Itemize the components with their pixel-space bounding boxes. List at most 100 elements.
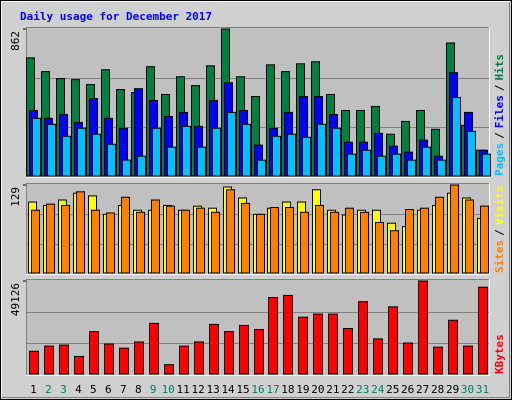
bar xyxy=(182,125,191,177)
bar xyxy=(149,322,159,375)
x-tick-label: 7 xyxy=(120,383,127,396)
bar xyxy=(77,127,86,177)
bar xyxy=(212,127,221,177)
bar xyxy=(403,342,413,375)
legend-entry: Hits xyxy=(493,54,506,81)
bar xyxy=(74,355,84,375)
y-tick-label: 49126 xyxy=(9,283,22,316)
bar xyxy=(420,207,429,274)
bar xyxy=(437,159,446,177)
bar xyxy=(433,346,443,375)
legend-entry: Files xyxy=(493,95,506,128)
x-tick-label: 20 xyxy=(311,383,324,396)
x-tick-label: 17 xyxy=(266,383,279,396)
bar xyxy=(89,331,99,375)
bar xyxy=(242,123,251,177)
bar xyxy=(151,199,160,274)
x-tick-label: 26 xyxy=(401,383,414,396)
bar xyxy=(164,364,174,375)
bar xyxy=(298,316,308,375)
x-tick-label: 30 xyxy=(461,383,474,396)
bar xyxy=(377,155,386,177)
x-tick-label: 12 xyxy=(192,383,205,396)
bar xyxy=(179,345,189,375)
bar xyxy=(302,136,311,177)
bar xyxy=(47,123,56,177)
bar xyxy=(181,209,190,274)
legend: Pages / Files / Hits xyxy=(493,54,506,176)
bar xyxy=(480,205,489,274)
legend-entry: Pages xyxy=(493,143,506,176)
bar xyxy=(407,159,416,177)
x-tick-label: 28 xyxy=(431,383,444,396)
x-tick-label: 13 xyxy=(206,383,219,396)
bar xyxy=(107,143,116,177)
bar xyxy=(268,297,278,375)
bar xyxy=(435,196,444,274)
x-tick-label: 4 xyxy=(75,383,82,396)
x-tick-label: 27 xyxy=(416,383,429,396)
bar xyxy=(450,184,459,274)
bar xyxy=(239,324,249,375)
bar xyxy=(388,306,398,375)
x-tick-label: 14 xyxy=(221,383,235,396)
x-tick-label: 10 xyxy=(162,383,175,396)
bar xyxy=(62,135,71,177)
bar xyxy=(467,130,476,177)
bar xyxy=(91,209,100,274)
bar xyxy=(375,222,384,274)
x-tick-label: 15 xyxy=(236,383,249,396)
x-tick-label: 9 xyxy=(150,383,157,396)
bar xyxy=(44,345,54,375)
x-tick-label: 16 xyxy=(251,383,264,396)
bar xyxy=(166,205,175,274)
bar xyxy=(61,204,70,274)
x-tick-label: 29 xyxy=(446,383,459,396)
x-tick-label: 1 xyxy=(30,383,37,396)
bar xyxy=(241,202,250,274)
bar xyxy=(194,341,204,375)
bar xyxy=(347,153,356,177)
bar xyxy=(32,117,41,177)
bar xyxy=(422,146,431,177)
x-tick-label: 11 xyxy=(177,383,190,396)
x-tick-label: 5 xyxy=(90,383,97,396)
x-tick-label: 3 xyxy=(60,383,67,396)
x-tick-label: 8 xyxy=(135,383,142,396)
bar xyxy=(358,301,368,375)
bar xyxy=(134,341,144,375)
bar xyxy=(31,209,40,274)
bar xyxy=(104,343,114,375)
bar xyxy=(227,111,236,177)
legend-separator: / xyxy=(493,132,506,139)
chart-title: Daily usage for December 2017 xyxy=(20,10,212,23)
bar xyxy=(256,213,265,274)
x-tick-label: 24 xyxy=(371,383,385,396)
bar xyxy=(272,135,281,177)
bar xyxy=(285,207,294,274)
bar xyxy=(197,146,206,177)
bar xyxy=(313,313,323,375)
bar xyxy=(328,313,338,375)
legend-entry: Sites xyxy=(493,240,506,273)
x-tick-label: 18 xyxy=(281,383,294,396)
bar xyxy=(137,155,146,177)
bar xyxy=(405,209,414,274)
bar xyxy=(465,199,474,274)
x-tick-label: 21 xyxy=(326,383,339,396)
x-tick-label: 22 xyxy=(341,383,354,396)
bar xyxy=(224,331,234,375)
bar xyxy=(122,159,131,177)
bar xyxy=(92,133,101,177)
y-tick-label: 129 xyxy=(9,187,22,207)
bar xyxy=(343,328,353,375)
x-tick-label: 6 xyxy=(105,383,112,396)
bar xyxy=(254,329,264,375)
x-tick-label: 19 xyxy=(296,383,309,396)
bar xyxy=(418,280,428,375)
legend-separator: / xyxy=(493,229,506,236)
y-tick-label: 862 xyxy=(9,31,22,51)
bar xyxy=(287,133,296,177)
bar xyxy=(76,191,85,274)
